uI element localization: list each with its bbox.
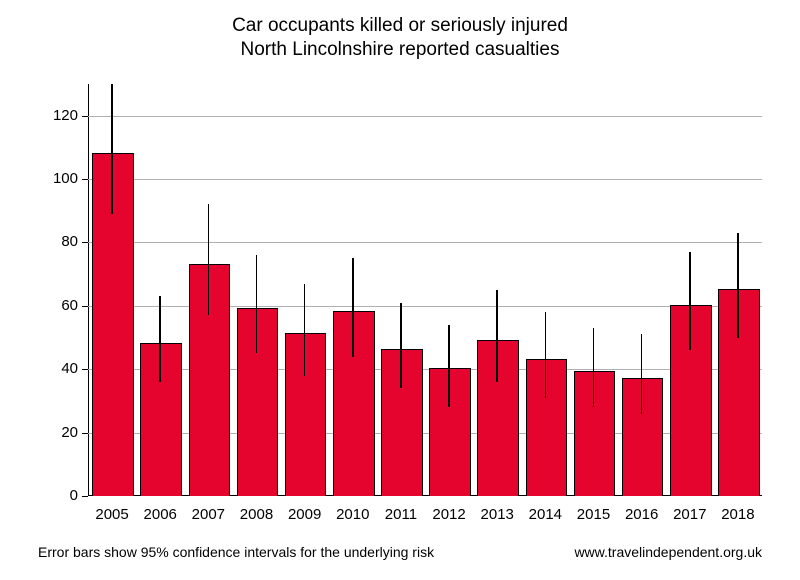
bar — [237, 308, 278, 496]
error-bar — [448, 325, 450, 407]
x-tick-label: 2011 — [377, 506, 425, 523]
y-tick-label: 60 — [28, 297, 78, 314]
y-axis-line — [88, 84, 89, 496]
error-bar — [737, 233, 739, 338]
error-bar — [159, 296, 161, 382]
x-tick-label: 2018 — [714, 506, 762, 523]
bar — [92, 153, 133, 496]
x-tick-label: 2013 — [473, 506, 521, 523]
error-bar — [400, 303, 402, 389]
x-tick-label: 2005 — [88, 506, 136, 523]
bar — [526, 359, 567, 496]
x-tick-label: 2014 — [521, 506, 569, 523]
bar — [429, 368, 470, 496]
y-tick-label: 120 — [28, 107, 78, 124]
y-tick — [82, 179, 88, 180]
grid-line — [88, 242, 762, 243]
y-tick-label: 40 — [28, 360, 78, 377]
y-tick-label: 80 — [28, 233, 78, 250]
y-tick — [82, 306, 88, 307]
chart-title: Car occupants killed or seriously injure… — [0, 14, 800, 62]
y-tick — [82, 369, 88, 370]
error-bar — [593, 328, 595, 407]
bar — [285, 333, 326, 496]
grid-line — [88, 116, 762, 117]
error-bar — [256, 255, 258, 353]
x-tick-label: 2010 — [329, 506, 377, 523]
x-tick-label: 2008 — [232, 506, 280, 523]
x-tick-label: 2017 — [666, 506, 714, 523]
bar — [189, 264, 230, 496]
error-bar — [208, 204, 210, 315]
grid-line — [88, 179, 762, 180]
bar — [622, 378, 663, 496]
y-tick-label: 100 — [28, 170, 78, 187]
x-tick-label: 2007 — [184, 506, 232, 523]
y-tick-label: 0 — [28, 487, 78, 504]
plot-area — [88, 84, 762, 496]
y-tick — [82, 496, 88, 497]
x-tick-label: 2009 — [281, 506, 329, 523]
error-bar — [111, 84, 113, 214]
bar — [381, 349, 422, 496]
x-tick-label: 2012 — [425, 506, 473, 523]
y-tick — [82, 433, 88, 434]
bar — [670, 305, 711, 496]
error-bar — [304, 284, 306, 376]
chart-title-line2: North Lincolnshire reported casualties — [0, 38, 800, 62]
chart-container: Car occupants killed or seriously injure… — [0, 0, 800, 580]
x-tick-label: 2015 — [569, 506, 617, 523]
error-bar — [545, 312, 547, 398]
y-tick — [82, 242, 88, 243]
chart-title-line1: Car occupants killed or seriously injure… — [0, 14, 800, 38]
bar — [333, 311, 374, 496]
error-bar — [352, 258, 354, 356]
y-tick — [82, 116, 88, 117]
x-tick-label: 2016 — [618, 506, 666, 523]
footer-note-right: www.travelindependent.org.uk — [574, 544, 762, 560]
error-bar — [641, 334, 643, 413]
bar — [477, 340, 518, 496]
x-tick-label: 2006 — [136, 506, 184, 523]
error-bar — [496, 290, 498, 382]
error-bar — [689, 252, 691, 350]
bar — [718, 289, 759, 496]
footer-note-left: Error bars show 95% confidence intervals… — [38, 544, 434, 560]
y-tick-label: 20 — [28, 424, 78, 441]
bar — [140, 343, 181, 496]
bar — [574, 371, 615, 496]
